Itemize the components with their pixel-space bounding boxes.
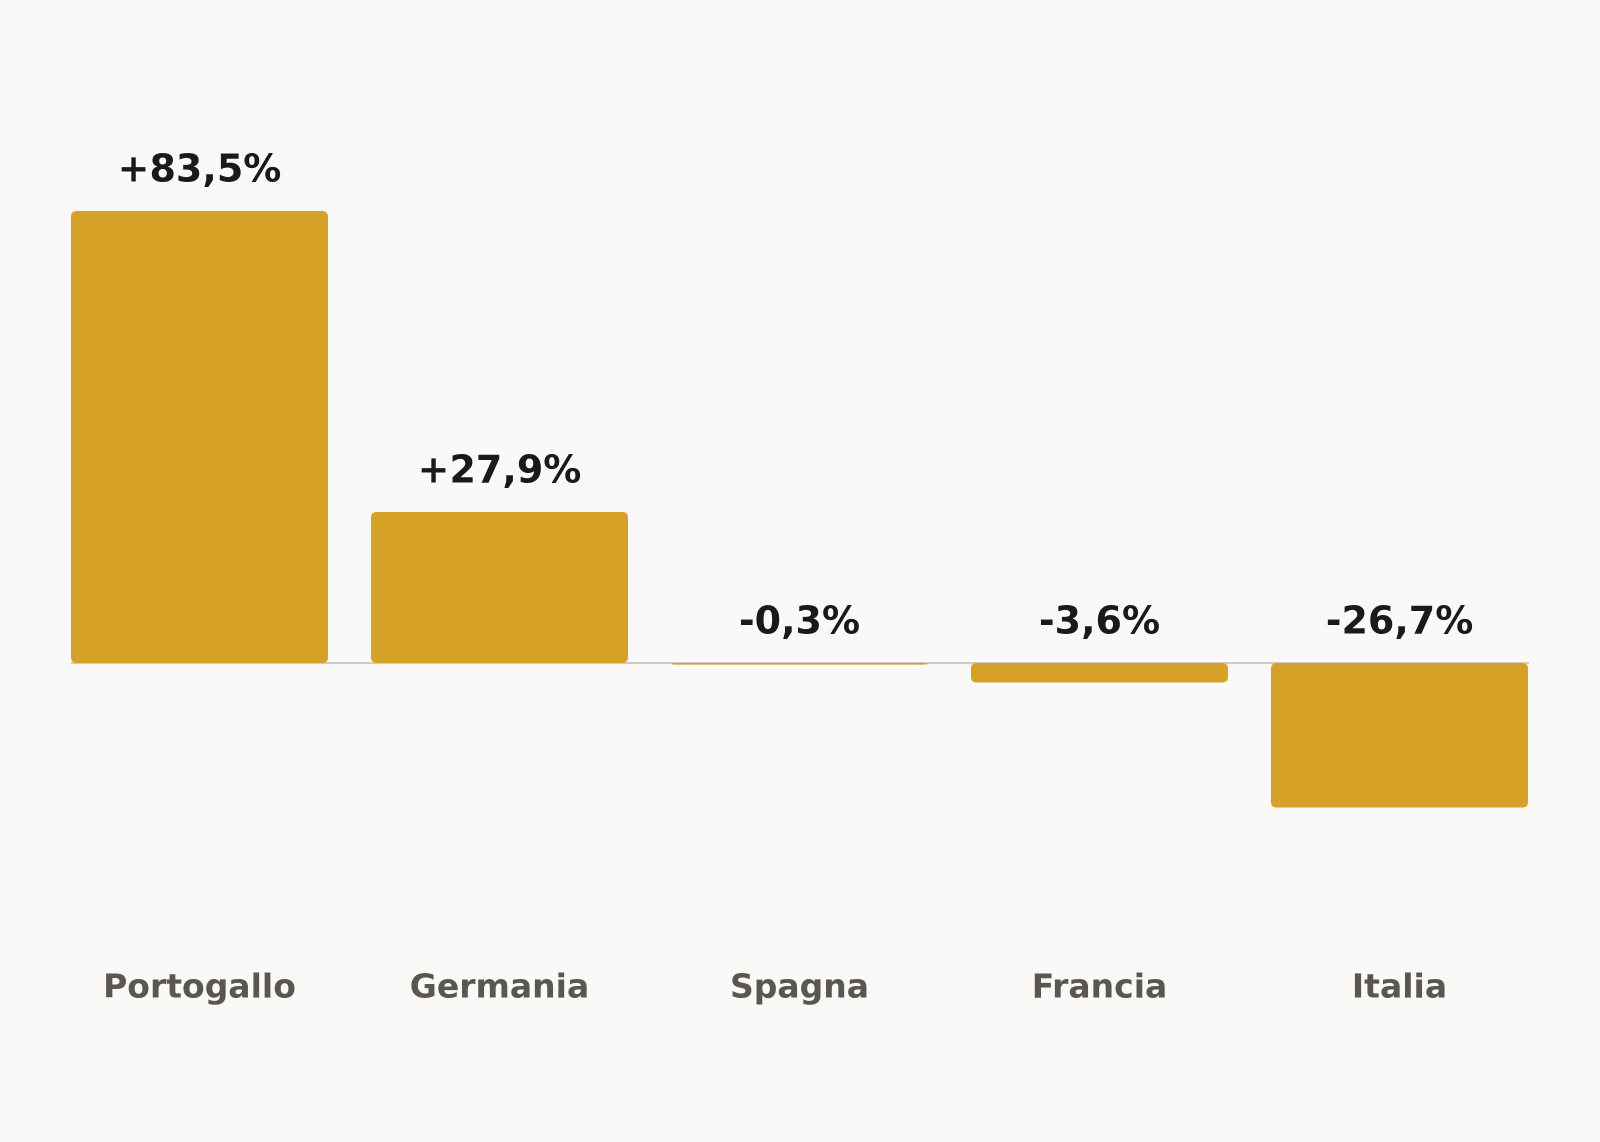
bar [1271,663,1528,808]
value-label: -3,6% [1039,599,1160,643]
bar [671,663,928,665]
bar [371,511,628,663]
value-label: -26,7% [1326,599,1474,643]
bar [971,663,1228,683]
category-label: Francia [1032,967,1168,1006]
category-label: Italia [1352,967,1447,1006]
value-label: -0,3% [739,599,860,643]
bar [71,211,328,663]
value-label: +83,5% [118,147,282,191]
category-label: Germania [410,967,589,1006]
category-label: Portogallo [103,967,296,1006]
value-label: +27,9% [418,447,582,491]
category-label: Spagna [730,967,869,1006]
